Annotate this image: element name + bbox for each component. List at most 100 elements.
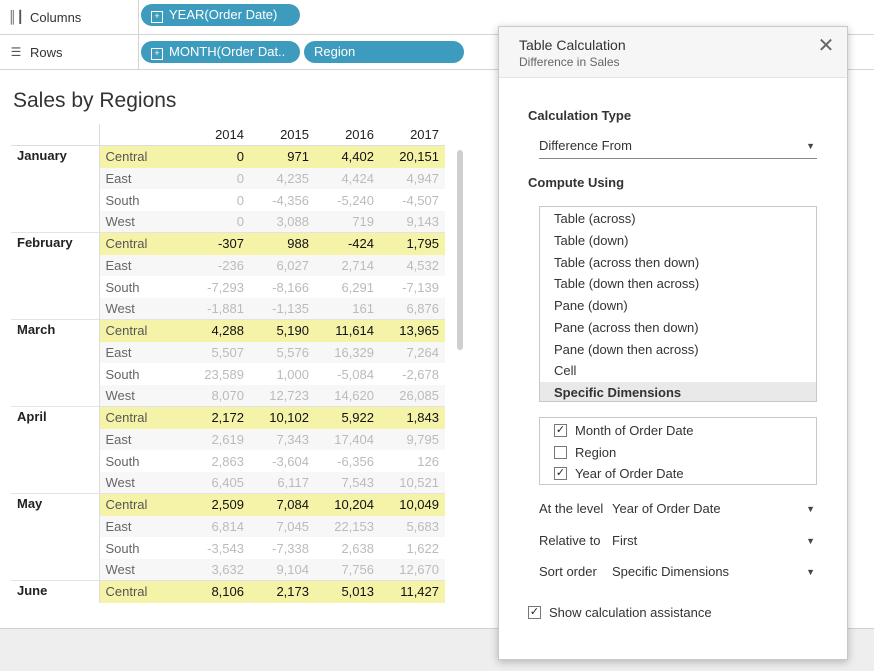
month-label[interactable]: January <box>11 145 99 233</box>
value-cell[interactable]: 12,723 <box>250 385 315 407</box>
value-cell[interactable]: 6,291 <box>341 279 374 295</box>
region-label[interactable]: Central <box>98 232 185 255</box>
value-cell[interactable]: 7,343 <box>250 428 315 451</box>
value-cell[interactable]: 8,070 <box>185 385 250 407</box>
value-cell[interactable]: 2,172 <box>185 406 250 429</box>
value-cell[interactable]: 7,543 <box>315 472 380 494</box>
value-cell[interactable]: 4,424 <box>315 167 380 190</box>
value-cell[interactable]: 7,264 <box>380 341 445 364</box>
region-label[interactable]: East <box>98 428 185 451</box>
value-cell[interactable]: 5,507 <box>185 341 250 364</box>
compute-option[interactable]: Pane (across then down) <box>554 319 699 335</box>
month-label[interactable]: March <box>11 319 99 407</box>
value-cell[interactable]: 1,622 <box>406 540 439 556</box>
value-cell[interactable]: 6,814 <box>185 515 250 538</box>
value-cell[interactable]: 10,102 <box>250 406 315 429</box>
checkbox-checked-icon[interactable]: ✓ <box>528 606 541 619</box>
month-label[interactable]: April <box>11 406 99 494</box>
value-cell[interactable]: -7,139 <box>402 279 439 295</box>
value-cell[interactable]: 20,151 <box>380 145 445 168</box>
value-cell[interactable]: 0 <box>185 145 250 168</box>
value-cell[interactable]: 12,670 <box>380 559 445 581</box>
region-label[interactable]: West <box>98 385 185 407</box>
value-cell[interactable]: 11,427 <box>380 580 445 603</box>
value-cell[interactable]: 5,013 <box>315 580 380 603</box>
year-header[interactable]: 2016 <box>315 124 380 147</box>
value-cell[interactable]: 2,619 <box>185 428 250 451</box>
value-cell[interactable]: 10,204 <box>315 493 380 516</box>
value-cell[interactable]: 9,143 <box>380 211 445 233</box>
region-label[interactable]: South <box>98 363 185 385</box>
value-cell[interactable]: -4,507 <box>402 192 439 208</box>
value-cell[interactable]: 26,085 <box>380 385 445 407</box>
value-cell[interactable]: 13,965 <box>380 319 445 342</box>
compute-option[interactable]: Pane (down) <box>554 298 628 313</box>
month-label[interactable]: June <box>11 580 99 603</box>
value-cell[interactable]: 14,620 <box>315 385 380 407</box>
region-label[interactable]: Central <box>98 406 185 429</box>
compute-option[interactable]: Table (down) <box>554 232 629 248</box>
value-cell[interactable]: 9,104 <box>250 559 315 581</box>
value-cell[interactable]: 2,714 <box>315 254 380 277</box>
value-cell[interactable]: -1,135 <box>250 298 315 320</box>
month-order-date-pill[interactable]: + MONTH(Order Dat.. <box>141 41 300 63</box>
region-label[interactable]: South <box>98 537 185 559</box>
value-cell[interactable]: 5,576 <box>250 341 315 364</box>
year-header[interactable]: 2015 <box>250 124 315 147</box>
value-cell[interactable]: 7,045 <box>250 515 315 538</box>
checkbox-unchecked-icon[interactable] <box>554 445 567 459</box>
value-cell[interactable]: 4,235 <box>250 167 315 190</box>
value-cell[interactable]: 5,683 <box>380 515 445 538</box>
region-label[interactable]: West <box>98 298 185 320</box>
calculation-type-select[interactable]: Difference From ▼ <box>539 133 817 159</box>
value-cell[interactable]: 22,153 <box>315 515 380 538</box>
value-cell[interactable]: 5,922 <box>315 406 380 429</box>
value-cell[interactable]: -4,356 <box>272 192 309 208</box>
value-cell[interactable]: 2,638 <box>341 540 374 556</box>
relative-to-select[interactable]: First ▼ <box>612 528 817 554</box>
region-label[interactable]: South <box>98 276 185 298</box>
value-cell[interactable]: -236 <box>185 254 250 277</box>
region-label[interactable]: East <box>98 515 185 538</box>
value-cell[interactable]: 0 <box>236 192 244 208</box>
value-cell[interactable]: 5,190 <box>250 319 315 342</box>
value-cell[interactable]: 161 <box>315 298 380 320</box>
value-cell[interactable]: 3,632 <box>185 559 250 581</box>
value-cell[interactable]: 4,402 <box>315 145 380 168</box>
month-label[interactable]: May <box>11 493 99 581</box>
value-cell[interactable]: 0 <box>185 211 250 233</box>
dimension-checkbox-row[interactable]: Region <box>540 442 816 464</box>
value-cell[interactable]: 23,589 <box>204 366 244 382</box>
value-cell[interactable]: 17,404 <box>315 428 380 451</box>
at-the-level-select[interactable]: Year of Order Date ▼ <box>612 496 817 522</box>
region-label[interactable]: East <box>98 254 185 277</box>
compute-option[interactable]: Specific Dimensions <box>540 382 816 401</box>
value-cell[interactable]: -1,881 <box>185 298 250 320</box>
value-cell[interactable]: -5,240 <box>337 192 374 208</box>
compute-option[interactable]: Cell <box>554 363 577 379</box>
value-cell[interactable]: -307 <box>185 232 250 255</box>
region-label[interactable]: Central <box>98 145 185 168</box>
compute-option[interactable]: Table (down then across) <box>554 276 700 292</box>
value-cell[interactable]: 7,756 <box>315 559 380 581</box>
value-cell[interactable]: -7,338 <box>272 540 309 556</box>
value-cell[interactable]: 0 <box>185 167 250 190</box>
value-cell[interactable]: 11,614 <box>315 319 380 342</box>
value-cell[interactable]: 10,049 <box>380 493 445 516</box>
region-label[interactable]: Central <box>98 493 185 516</box>
value-cell[interactable]: -6,356 <box>337 453 374 469</box>
value-cell[interactable]: 7,084 <box>250 493 315 516</box>
value-cell[interactable]: -3,543 <box>207 540 244 556</box>
value-cell[interactable]: 1,795 <box>380 232 445 255</box>
value-cell[interactable]: 2,173 <box>250 580 315 603</box>
compute-option[interactable]: Pane (down then across) <box>554 341 699 357</box>
year-header[interactable]: 2017 <box>380 124 445 147</box>
value-cell[interactable]: 16,329 <box>315 341 380 364</box>
value-cell[interactable]: 1,843 <box>380 406 445 429</box>
vertical-scrollbar[interactable] <box>455 150 465 620</box>
value-cell[interactable]: 6,405 <box>185 472 250 494</box>
year-header[interactable]: 2014 <box>185 124 250 147</box>
value-cell[interactable]: 9,795 <box>380 428 445 451</box>
checkbox-checked-icon[interactable]: ✓ <box>554 424 567 438</box>
region-label[interactable]: East <box>98 341 185 364</box>
